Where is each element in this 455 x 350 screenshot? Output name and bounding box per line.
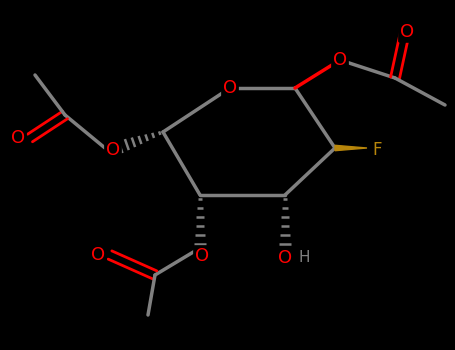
Text: O: O (278, 249, 292, 267)
Text: O: O (400, 23, 414, 41)
Polygon shape (335, 145, 367, 151)
Text: O: O (223, 79, 237, 97)
Text: O: O (106, 141, 120, 159)
Text: F: F (372, 141, 382, 159)
Text: O: O (11, 129, 25, 147)
Text: O: O (195, 247, 209, 265)
Text: O: O (333, 51, 347, 69)
Text: O: O (91, 246, 105, 264)
Text: H: H (299, 251, 310, 266)
